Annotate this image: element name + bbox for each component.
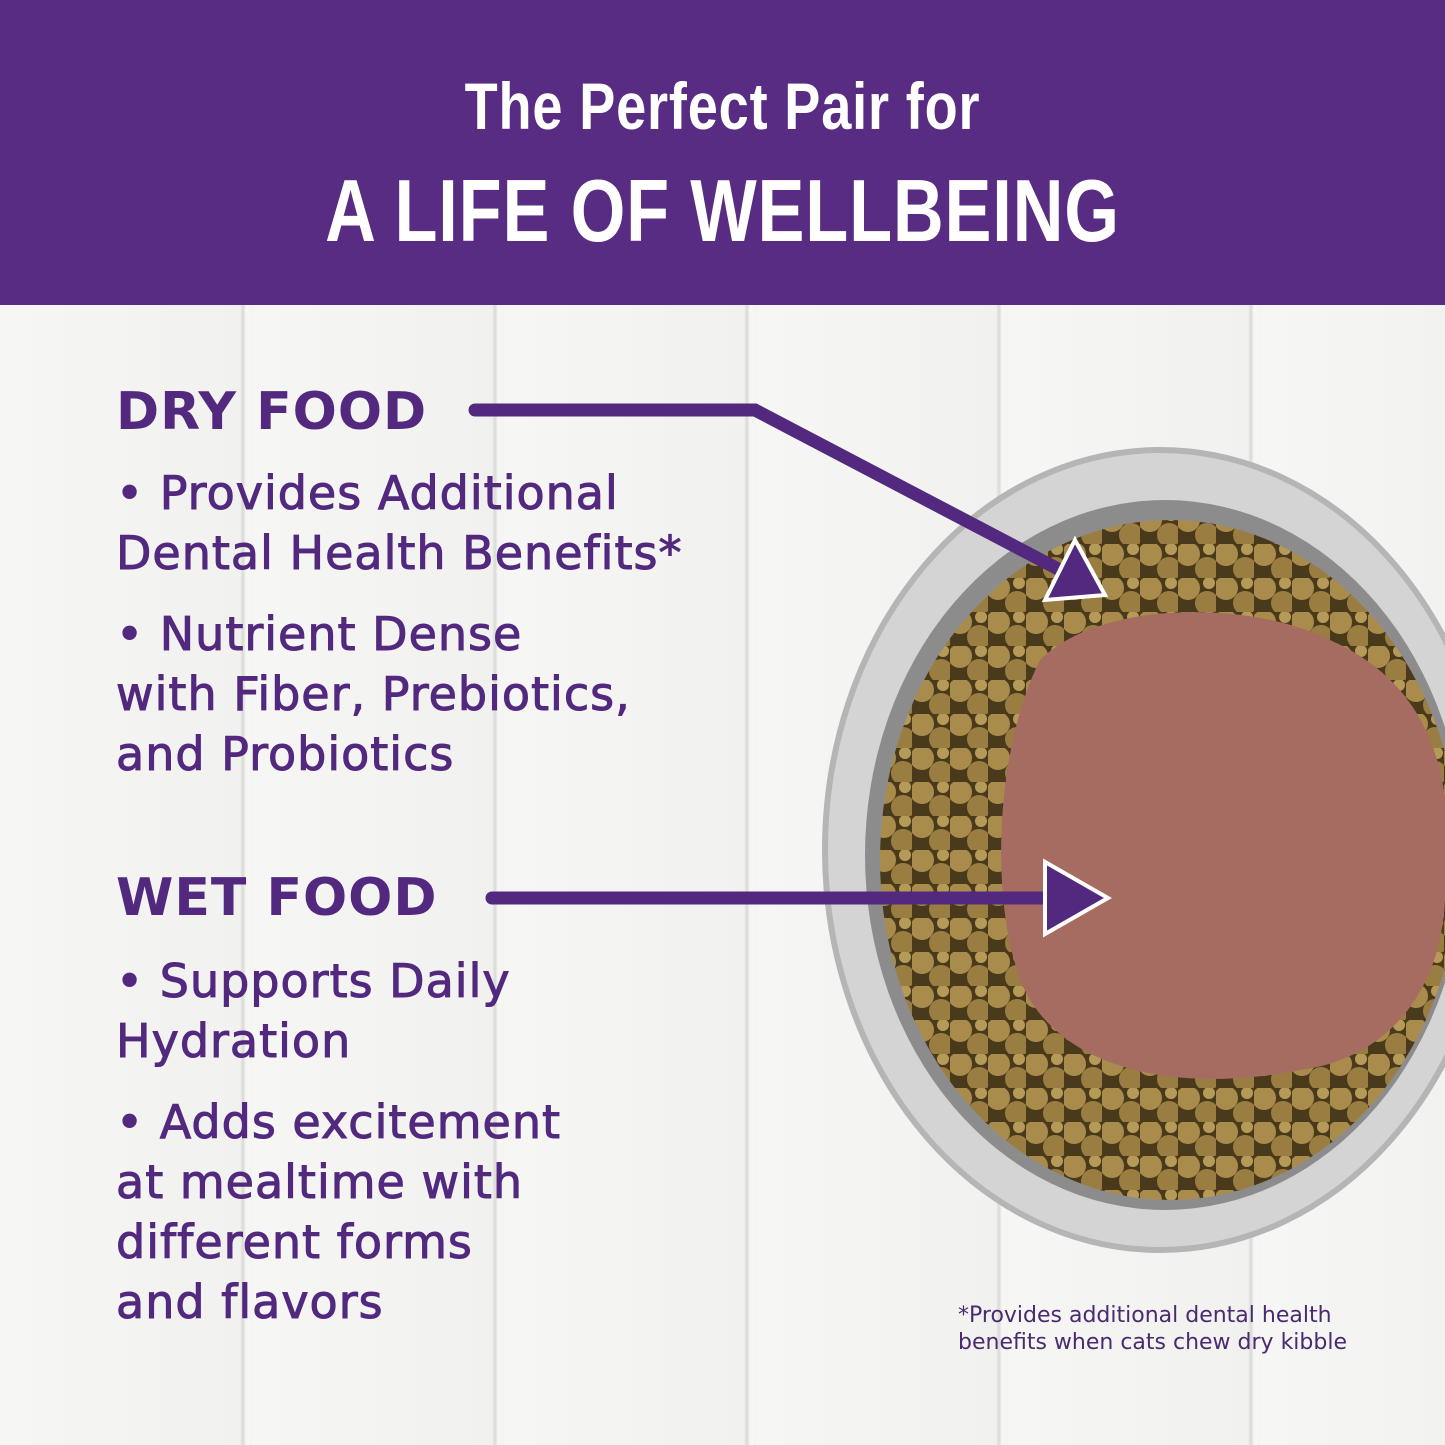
footnote: *Provides additional dental health benef… xyxy=(958,1303,1347,1355)
dry-food-title: DRY FOOD xyxy=(116,382,428,442)
headline-line2: A LIFE OF WELLBEING xyxy=(325,161,1120,260)
dry-bullet-2: • Nutrient Dense with Fiber, Prebiotics,… xyxy=(116,607,631,782)
headline-line1: The Perfect Pair for xyxy=(464,69,981,143)
header-banner: The Perfect Pair for A LIFE OF WELLBEING xyxy=(0,0,1445,305)
wet-arrow-head xyxy=(1043,858,1113,938)
dry-bullet-1: • Provides Additional Dental Health Bene… xyxy=(115,466,683,581)
dry-arrow-head xyxy=(1041,535,1109,603)
wet-food-title: WET FOOD xyxy=(116,868,438,928)
wet-bullet-2: • Adds excitement at mealtime with diffe… xyxy=(115,1095,562,1330)
wet-food xyxy=(1001,612,1445,1079)
wet-bullet-1: • Supports Daily Hydration xyxy=(116,954,511,1069)
dry-food-arrow xyxy=(468,403,1067,577)
